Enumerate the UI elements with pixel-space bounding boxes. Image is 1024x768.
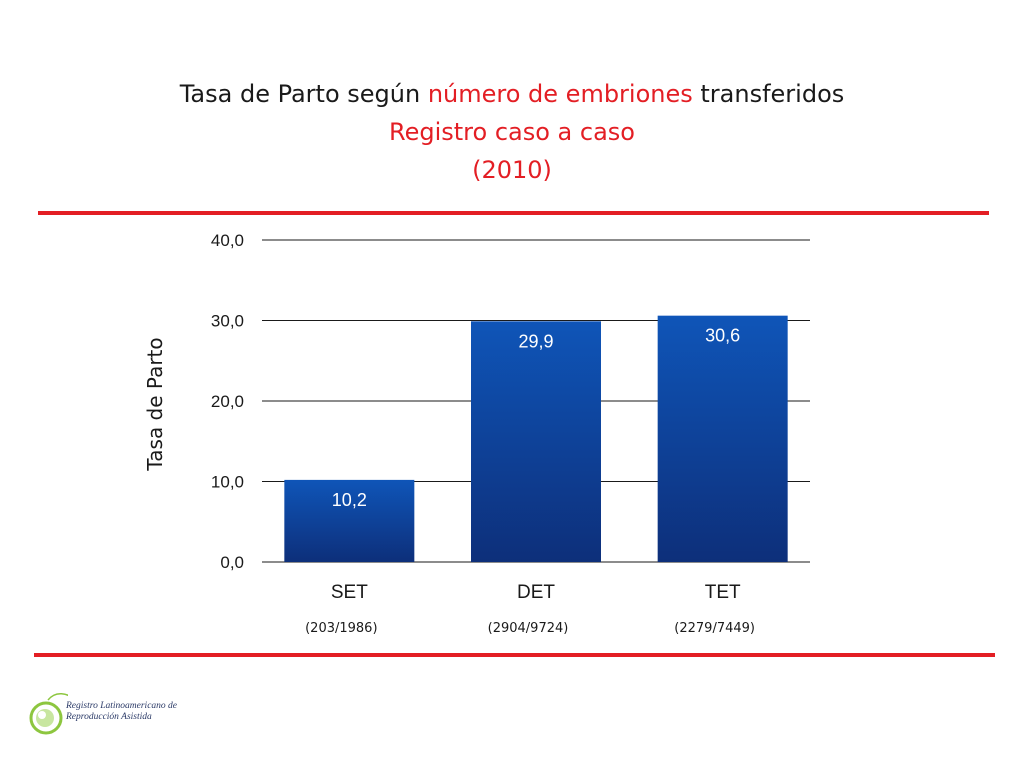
x-tick-label: DET (517, 582, 555, 603)
title-text-part-3: transferidos (692, 80, 845, 108)
title-text-part-2: número de embriones (427, 80, 693, 108)
y-tick-label: 20,0 (211, 392, 244, 411)
chart-subtitle: Registro caso a caso (389, 118, 635, 146)
y-tick-label: 10,0 (211, 473, 244, 492)
bars: 10,2 29,9 30,6 (284, 315, 788, 562)
y-tick-labels: 0,0 10,0 20,0 30,0 40,0 (211, 231, 244, 572)
logo-text: Registro Latinoamericano de Reproducción… (66, 701, 216, 723)
category-ratio-label: (2279/7449) (674, 621, 755, 636)
bar-det (471, 321, 601, 562)
top-divider (38, 211, 989, 215)
bar-tet (657, 315, 788, 562)
category-ratio-label: (203/1986) (305, 621, 378, 636)
logo-emblem-icon (29, 693, 73, 735)
bar-value-label: 29,9 (518, 331, 553, 351)
chart-year: (2010) (472, 156, 552, 184)
bar-set (284, 479, 415, 562)
y-tick-label: 0,0 (220, 553, 244, 572)
category-ratio-label: (2904/9724) (487, 621, 569, 636)
y-axis-label: Tasa de Parto (143, 337, 167, 471)
x-tick-label: TET (705, 582, 741, 603)
title-text-part-1: Tasa de Parto según (179, 80, 428, 108)
logo-text-line-2: Reproducción Asistida (66, 712, 152, 722)
chart-title-line-1: Tasa de Parto según número de embriones … (0, 80, 1024, 108)
bar-value-label: 30,6 (705, 326, 740, 346)
bar-value-label: 10,2 (332, 490, 367, 510)
x-tick-labels: SET DET TET (331, 582, 741, 603)
x-tick-label: SET (331, 582, 368, 603)
registry-logo: Registro Latinoamericano de Reproducción… (28, 688, 208, 738)
y-tick-label: 30,0 (211, 312, 244, 331)
logo-text-line-1: Registro Latinoamericano de (66, 701, 177, 711)
bottom-divider (34, 653, 995, 657)
y-tick-label: 40,0 (211, 231, 244, 250)
